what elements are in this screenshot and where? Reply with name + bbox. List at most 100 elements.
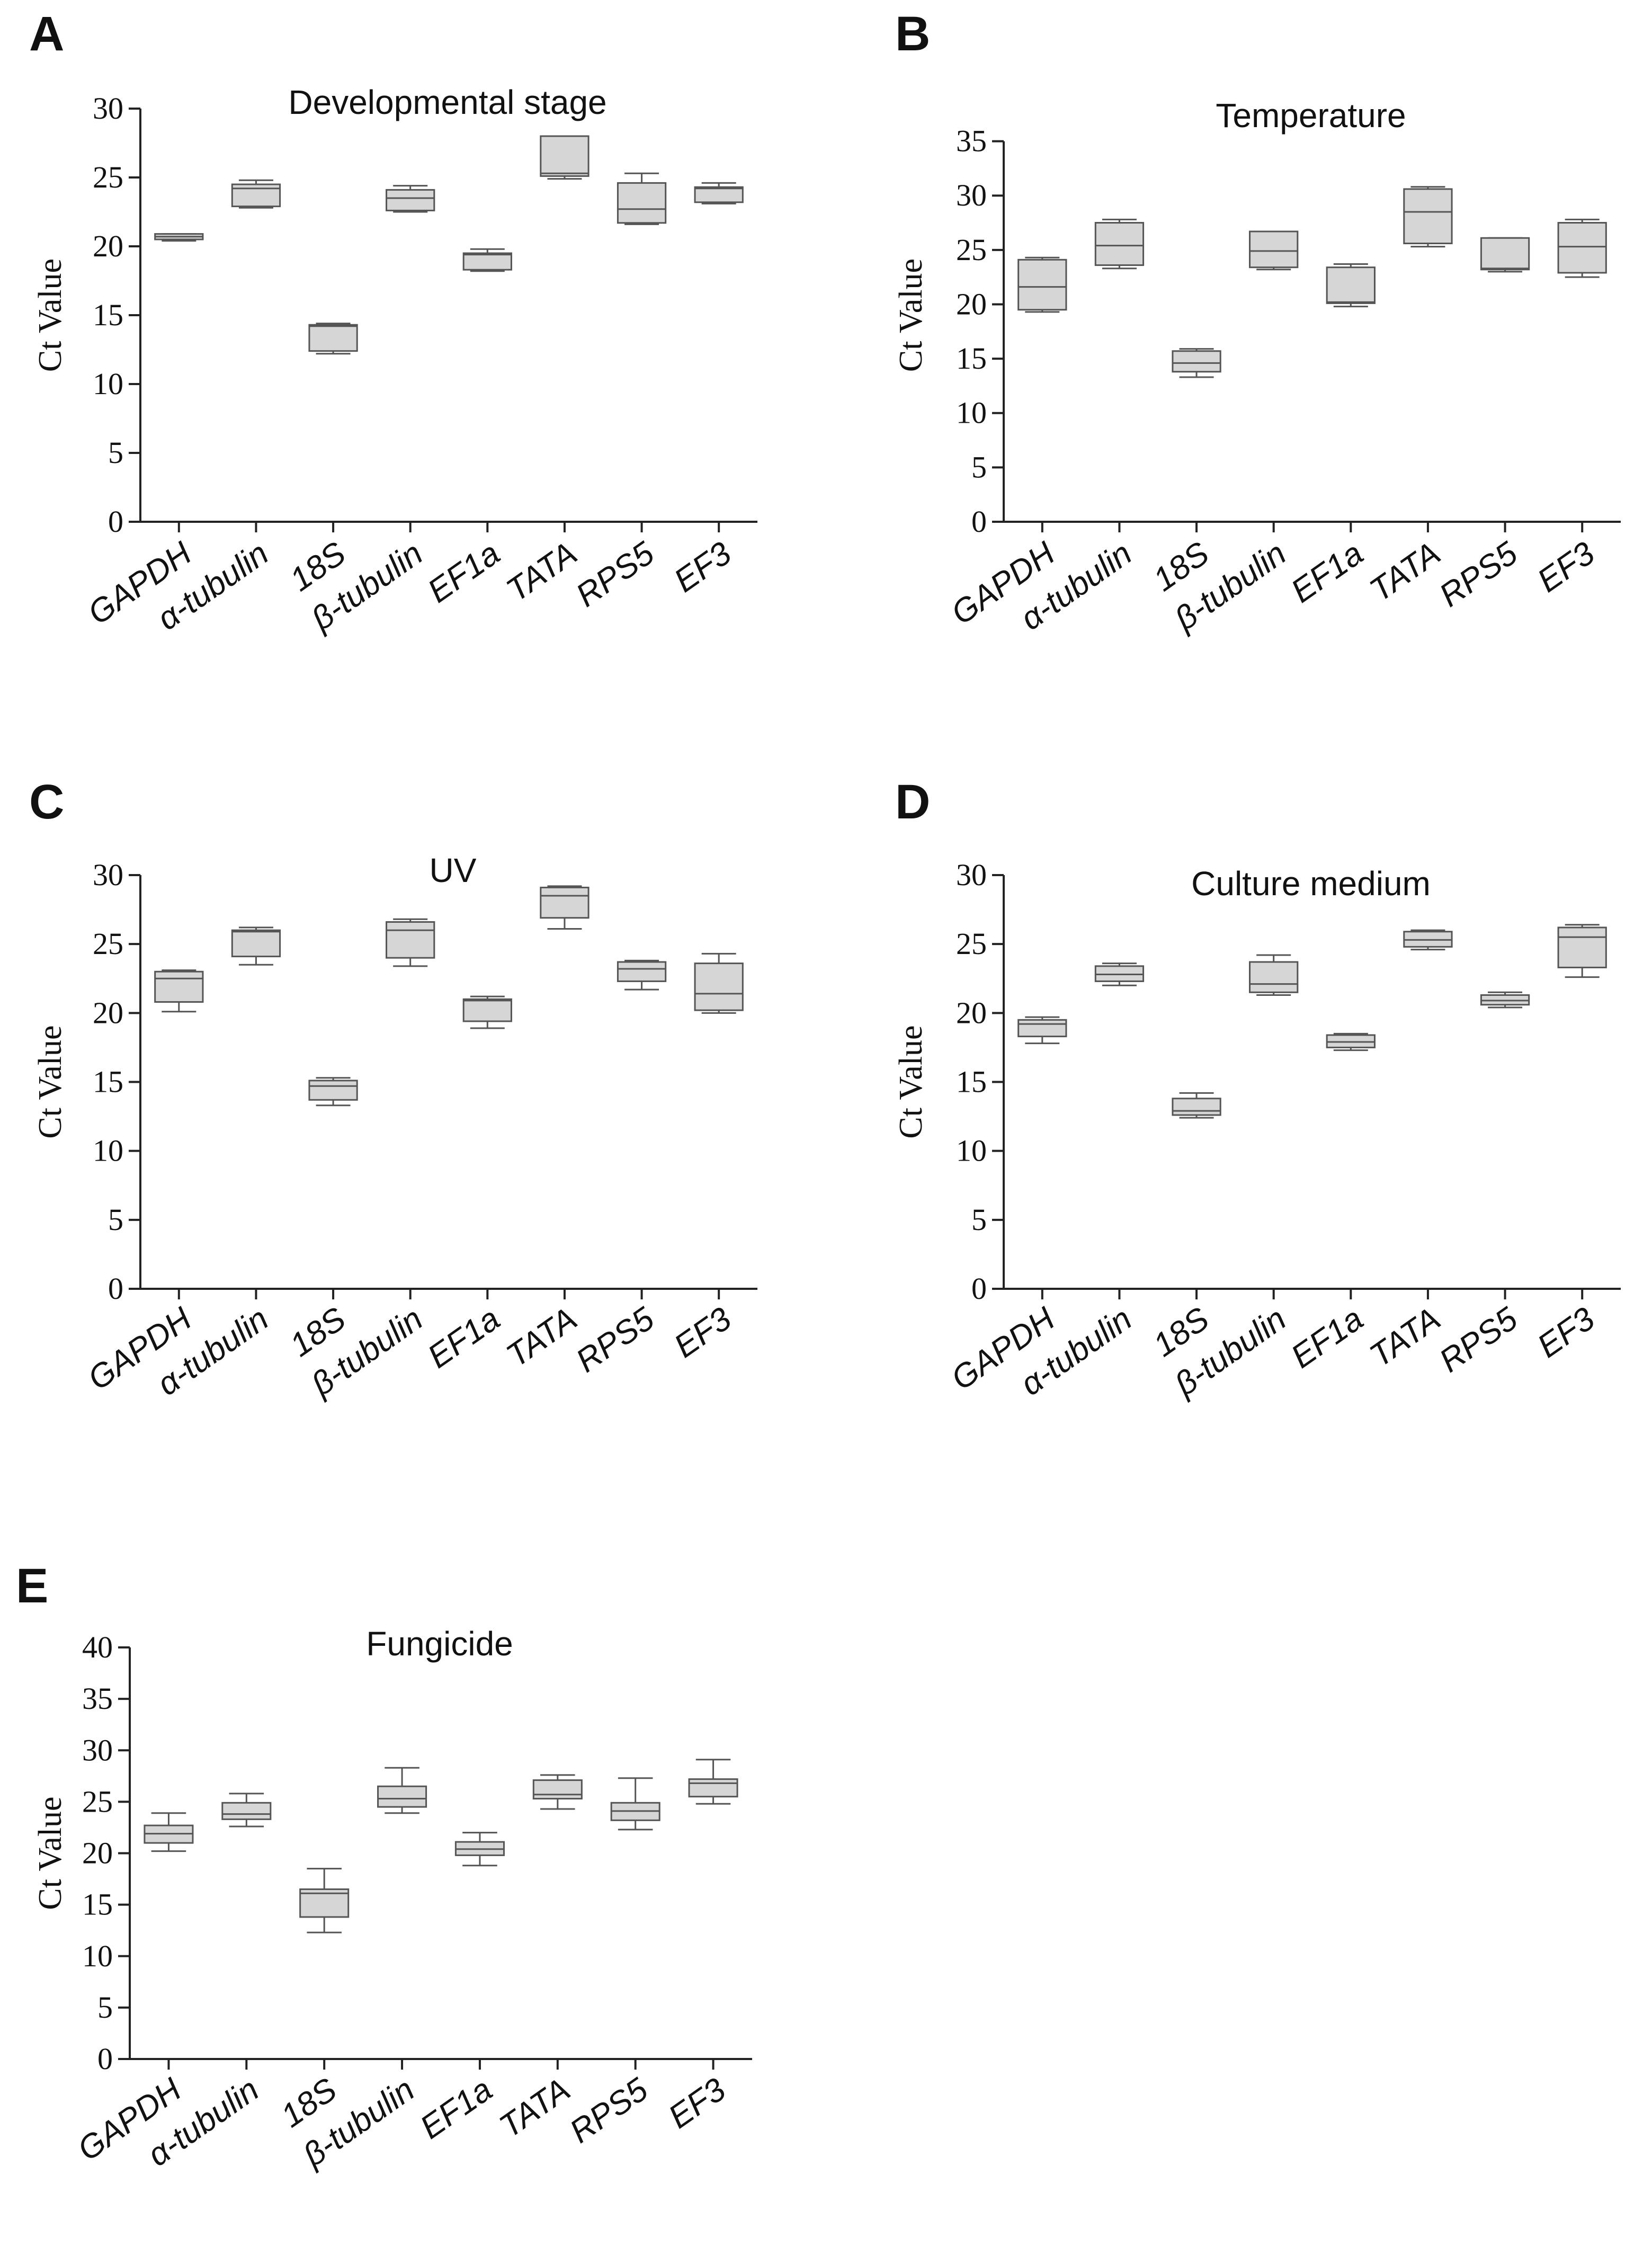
- iqr-box: [221, 1802, 272, 1820]
- category-label: EF3: [667, 1300, 738, 1365]
- y-tick-label: 30: [956, 178, 987, 212]
- box-plot-4: EF1a: [414, 1832, 505, 2146]
- y-tick-label: 30: [93, 91, 123, 126]
- chart-panel-a: A Developmental stage 0 5 10 15 20 25 30 Ct Value…: [29, 7, 757, 638]
- box-plot-0: GAPDH: [82, 233, 204, 632]
- box-plot-5: TATA: [500, 885, 590, 1374]
- iqr-box: [1172, 1098, 1221, 1116]
- chart-title: UV: [430, 851, 477, 889]
- category-label: TATA: [1363, 535, 1447, 609]
- y-axis-label: Ct Value: [893, 1025, 929, 1138]
- box-plot-2: 18S: [283, 323, 358, 599]
- chart-title: Culture medium: [1191, 864, 1431, 903]
- y-tick-label: 15: [82, 1887, 113, 1922]
- y-tick-label: 25: [956, 926, 987, 961]
- box-plot-6: RPS5: [1433, 991, 1530, 1380]
- y-tick-label: 15: [93, 1065, 123, 1099]
- panel-letter: B: [895, 7, 930, 61]
- box-plot-7: EF3: [667, 182, 744, 600]
- category-label: TATA: [500, 535, 584, 609]
- panel-letter: C: [29, 775, 64, 829]
- y-axis-label: Ct Value: [32, 259, 68, 372]
- iqr-box: [1094, 222, 1145, 266]
- y-tick-label: 15: [956, 341, 987, 376]
- category-label: EF1a: [421, 535, 506, 610]
- category-label: RPS5: [1433, 1300, 1524, 1380]
- iqr-box: [1557, 222, 1607, 274]
- y-tick-label: 5: [108, 435, 123, 470]
- y-tick-label: 10: [956, 396, 987, 430]
- box-plot-2: 18S: [283, 1077, 358, 1364]
- box-plot-0: GAPDH: [82, 969, 204, 1397]
- category-label: EF3: [1531, 535, 1601, 600]
- category-label: TATA: [1363, 1300, 1447, 1374]
- category-label: RPS5: [563, 2071, 655, 2151]
- iqr-box: [1172, 350, 1221, 373]
- iqr-box: [1249, 961, 1299, 993]
- y-tick-label: 20: [93, 229, 123, 263]
- iqr-box: [386, 189, 435, 211]
- y-tick-label: 5: [97, 1990, 113, 2025]
- iqr-box: [154, 970, 204, 1003]
- box-plot-6: RPS5: [563, 1777, 660, 2151]
- iqr-box: [1017, 259, 1067, 311]
- y-tick-label: 10: [82, 1939, 113, 1973]
- box-plot-7: EF3: [1531, 218, 1607, 600]
- iqr-box: [231, 929, 281, 958]
- box-plot-7: EF3: [667, 952, 744, 1365]
- iqr-box: [462, 998, 512, 1022]
- category-label: TATA: [493, 2071, 577, 2145]
- category-label: EF1a: [421, 1300, 506, 1376]
- iqr-box: [694, 962, 744, 1011]
- y-tick-label: 10: [956, 1134, 987, 1168]
- box-plot-2: 18S: [274, 1868, 350, 2135]
- iqr-box: [540, 135, 590, 177]
- chart-title: Temperature: [1216, 96, 1406, 135]
- box-plot-6: RPS5: [1433, 237, 1530, 614]
- y-tick-label: 0: [97, 2042, 113, 2076]
- y-tick-label: 5: [971, 1202, 987, 1237]
- panel-letter: E: [16, 1559, 48, 1613]
- category-label: RPS5: [1433, 535, 1524, 614]
- chart-title: Fungicide: [366, 1625, 513, 1663]
- y-tick-label: 35: [956, 124, 987, 158]
- box-plot-7: EF3: [662, 1759, 738, 2136]
- y-axis-label: Ct Value: [32, 1796, 68, 1910]
- y-tick-label: 25: [82, 1784, 113, 1819]
- box-plot-4: EF1a: [1284, 263, 1376, 610]
- iqr-box: [617, 182, 667, 224]
- category-label: EF1a: [1284, 1300, 1370, 1376]
- y-tick-label: 20: [93, 995, 123, 1030]
- box-plot-5: TATA: [1363, 186, 1453, 609]
- y-tick-label: 15: [93, 298, 123, 332]
- iqr-box: [308, 1080, 358, 1101]
- chart-title: Developmental stage: [288, 83, 606, 121]
- y-tick-label: 5: [108, 1202, 123, 1237]
- y-tick-label: 10: [93, 367, 123, 401]
- y-tick-label: 30: [956, 858, 987, 892]
- iqr-box: [540, 886, 590, 919]
- y-tick-label: 40: [82, 1630, 113, 1664]
- y-tick-label: 20: [82, 1836, 113, 1870]
- y-tick-label: 30: [93, 858, 123, 892]
- iqr-box: [462, 252, 512, 271]
- y-tick-label: 25: [93, 926, 123, 961]
- y-tick-label: 25: [93, 160, 123, 194]
- category-label: EF3: [667, 535, 738, 600]
- iqr-box: [688, 1778, 738, 1798]
- y-tick-label: 20: [956, 995, 987, 1030]
- y-tick-label: 0: [971, 1271, 987, 1306]
- iqr-box: [1480, 237, 1530, 271]
- box-plot-5: TATA: [500, 135, 590, 609]
- y-tick-label: 0: [108, 504, 123, 539]
- box-plot-2: 18S: [1147, 348, 1221, 599]
- iqr-box: [1326, 266, 1376, 304]
- iqr-box: [1249, 230, 1299, 269]
- iqr-box: [532, 1779, 583, 1800]
- box-plot-6: RPS5: [569, 172, 667, 614]
- category-label: TATA: [500, 1300, 584, 1374]
- iqr-box: [231, 183, 281, 208]
